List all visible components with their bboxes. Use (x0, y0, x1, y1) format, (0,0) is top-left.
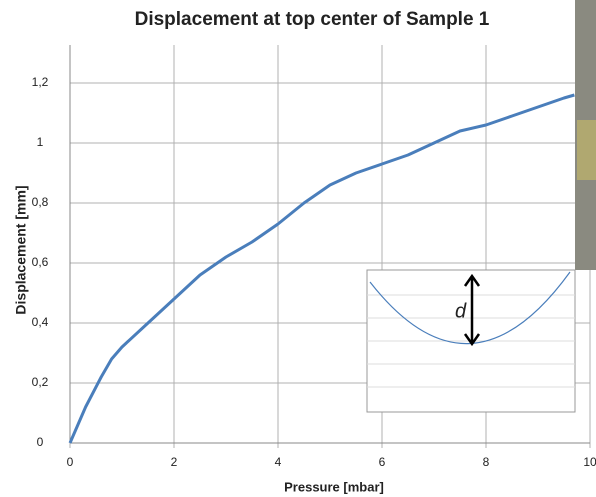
x-tick-label: 10 (583, 455, 596, 469)
inset-arrow (463, 273, 481, 347)
x-tick-label: 8 (483, 455, 490, 469)
photo-detail (577, 120, 596, 180)
x-tick-label: 4 (275, 455, 282, 469)
y-tick-label: 1 (37, 135, 44, 149)
plot (68, 93, 575, 444)
y-tick-label: 0,2 (32, 375, 49, 389)
x-tick-label: 0 (67, 455, 74, 469)
y-tick-label: 1,2 (32, 75, 49, 89)
inset-label: d (455, 300, 467, 322)
y-tick-label: 0 (37, 435, 44, 449)
y-tick-label: 0,8 (32, 195, 49, 209)
y-axis-label: Displacement [mm] (13, 185, 29, 314)
y-tick-label: 0,6 (32, 255, 49, 269)
diagram-inset: d (366, 269, 576, 413)
x-axis-label: Pressure [mbar] (284, 479, 384, 494)
x-tick-label: 2 (171, 455, 178, 469)
y-tick-label: 0,4 (32, 315, 49, 329)
data-line (68, 93, 575, 444)
chart-title: Displacement at top center of Sample 1 (135, 9, 490, 30)
x-tick-label: 6 (379, 455, 386, 469)
